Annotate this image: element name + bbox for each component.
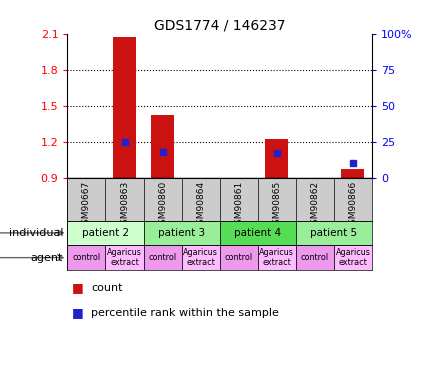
Bar [67, 220, 143, 245]
Text: control: control [72, 253, 100, 262]
Bar [143, 245, 181, 270]
Text: control: control [148, 253, 176, 262]
Text: control: control [300, 253, 328, 262]
Text: patient 2: patient 2 [82, 228, 129, 238]
Text: agent: agent [31, 253, 63, 262]
Text: patient 4: patient 4 [233, 228, 281, 238]
Text: ■: ■ [72, 281, 83, 294]
Text: GSM90866: GSM90866 [348, 181, 357, 230]
Bar [105, 245, 143, 270]
Bar [295, 245, 333, 270]
Text: GSM90667: GSM90667 [82, 181, 91, 230]
Bar [257, 245, 295, 270]
Text: patient 3: patient 3 [158, 228, 205, 238]
Bar [219, 220, 295, 245]
Bar [295, 220, 371, 245]
Text: GSM90860: GSM90860 [158, 181, 167, 230]
Bar [265, 140, 287, 178]
Title: GDS1774 / 146237: GDS1774 / 146237 [154, 19, 285, 33]
Text: ■: ■ [72, 306, 83, 319]
Text: Agaricus
extract: Agaricus extract [183, 248, 217, 267]
Bar [341, 170, 364, 178]
Text: GSM90861: GSM90861 [233, 181, 243, 230]
Bar [143, 220, 219, 245]
Text: patient 5: patient 5 [309, 228, 357, 238]
Text: count: count [91, 283, 122, 293]
Text: GSM90865: GSM90865 [272, 181, 281, 230]
Bar [67, 245, 105, 270]
Text: Agaricus
extract: Agaricus extract [259, 248, 293, 267]
Text: individual: individual [9, 228, 63, 238]
Text: control: control [224, 253, 252, 262]
Text: percentile rank within the sample: percentile rank within the sample [91, 308, 279, 318]
Text: GSM90862: GSM90862 [309, 181, 319, 230]
Text: GSM90863: GSM90863 [120, 181, 129, 230]
Text: Agaricus
extract: Agaricus extract [107, 248, 141, 267]
Text: GSM90864: GSM90864 [196, 181, 205, 230]
Bar [219, 245, 257, 270]
Bar [181, 245, 219, 270]
Text: Agaricus
extract: Agaricus extract [335, 248, 369, 267]
Bar [333, 245, 371, 270]
Bar [151, 116, 174, 178]
Bar [113, 38, 136, 178]
